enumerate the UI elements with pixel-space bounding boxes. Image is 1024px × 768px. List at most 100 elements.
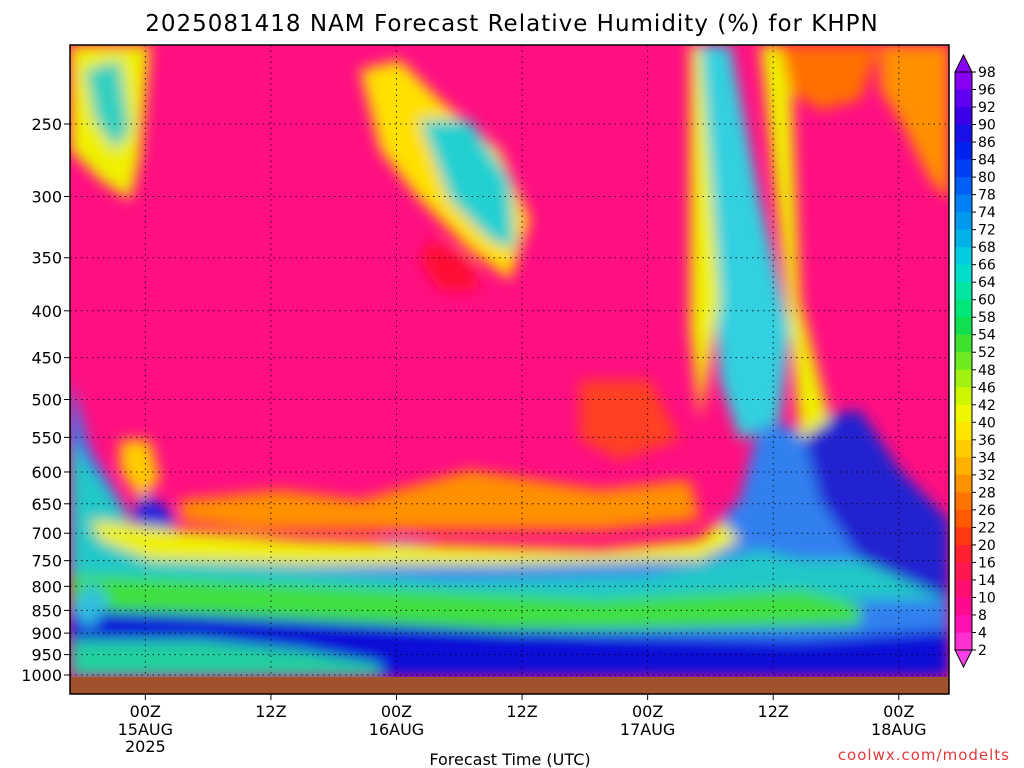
- colorbar-swatch: [955, 317, 972, 336]
- rh-region: [780, 45, 880, 110]
- colorbar-label: 28: [978, 485, 996, 501]
- colorbar-swatch: [955, 247, 972, 266]
- x-tick-sublabel: 17AUG: [620, 720, 675, 739]
- colorbar-label: 74: [978, 205, 996, 221]
- colorbar-swatch: [955, 562, 972, 581]
- colorbar-label: 98: [978, 65, 996, 81]
- colorbar-label: 86: [978, 135, 996, 151]
- colorbar: 9896929086848078747268666460585452484642…: [954, 53, 996, 669]
- x-tick-sublabel: 15AUG: [118, 720, 173, 739]
- rh-region: [120, 440, 160, 500]
- colorbar-swatch: [955, 212, 972, 231]
- colorbar-label: 84: [978, 153, 996, 169]
- colorbar-swatch: [955, 544, 972, 563]
- colorbar-swatch: [955, 334, 972, 353]
- rh-region: [180, 470, 700, 530]
- y-tick-label: 550: [31, 428, 62, 447]
- ground-strip: [70, 677, 949, 694]
- y-tick-label: 600: [31, 463, 62, 482]
- rh-region: [420, 240, 480, 290]
- colorbar-swatch: [955, 492, 972, 511]
- colorbar-swatch: [955, 177, 972, 196]
- colorbar-swatch: [955, 72, 972, 91]
- rh-region: [70, 580, 110, 630]
- y-axis: 250 300 350 400 450 500 550 600 650 700 750 800 850 9…: [21, 115, 70, 685]
- colorbar-label: 48: [978, 363, 996, 379]
- colorbar-label: 40: [978, 415, 996, 431]
- colorbar-swatch: [955, 264, 972, 283]
- colorbar-label: 96: [978, 83, 996, 99]
- rh-region: [690, 45, 720, 420]
- colorbar-label: 36: [978, 433, 996, 449]
- colorbar-swatch: [955, 282, 972, 301]
- x-tick-sublabel: 16AUG: [369, 720, 424, 739]
- colorbar-label: 10: [978, 590, 996, 606]
- colorbar-max-arrow: [954, 53, 973, 73]
- rh-region: [70, 640, 380, 677]
- colorbar-label: 92: [978, 100, 996, 116]
- rh-region: [580, 380, 680, 460]
- rh-field: [70, 45, 949, 677]
- colorbar-swatch: [955, 597, 972, 616]
- colorbar-label: 60: [978, 293, 996, 309]
- plot-frame: [69, 44, 950, 695]
- colorbar-swatch: [955, 124, 972, 143]
- colorbar-swatch: [955, 352, 972, 371]
- colorbar-swatch: [955, 404, 972, 423]
- y-tick-label: 950: [31, 646, 62, 665]
- colorbar-label: 4: [978, 625, 987, 641]
- y-tick-label: 450: [31, 349, 62, 368]
- colorbar-label: 66: [978, 258, 996, 274]
- colorbar-swatch: [955, 474, 972, 493]
- colorbar-swatch: [955, 299, 972, 318]
- colorbar-label: 46: [978, 380, 996, 396]
- y-tick-label: 300: [31, 187, 62, 206]
- colorbar-swatch: [955, 439, 972, 458]
- colorbar-swatch: [955, 142, 972, 161]
- x-tick-label: 12Z: [255, 702, 286, 721]
- colorbar-label: 90: [978, 118, 996, 134]
- colorbar-label: 20: [978, 538, 996, 554]
- colorbar-swatch: [955, 579, 972, 598]
- colorbar-label: 54: [978, 328, 996, 344]
- colorbar-label: 32: [978, 468, 996, 484]
- colorbar-label: 64: [978, 275, 996, 291]
- colorbar-swatch: [955, 107, 972, 126]
- colorbar-frame: [954, 71, 973, 651]
- rh-region: [85, 60, 130, 150]
- colorbar-label: 52: [978, 345, 996, 361]
- x-tick-sublabel: 18AUG: [871, 720, 926, 739]
- x-tick-sublabel: 2025: [125, 737, 166, 756]
- colorbar-label: 78: [978, 188, 996, 204]
- colorbar-label: 72: [978, 223, 996, 239]
- x-tick-label: 00Z: [632, 702, 663, 721]
- colorbar-swatch: [955, 509, 972, 528]
- grid-lines: [70, 45, 949, 677]
- colorbar-label: 34: [978, 450, 996, 466]
- rh-region: [420, 120, 515, 250]
- colorbar-label: 8: [978, 608, 987, 624]
- colorbar-swatch: [955, 387, 972, 406]
- chart-title: 2025081418 NAM Forecast Relative Humidit…: [145, 11, 879, 37]
- colorbar-swatch: [955, 159, 972, 178]
- y-tick-label: 400: [31, 302, 62, 321]
- x-tick-label: 12Z: [506, 702, 537, 721]
- colorbar-swatch: [955, 89, 972, 108]
- plot-area: [70, 45, 949, 677]
- x-tick-label: 12Z: [758, 702, 789, 721]
- colorbar-swatch: [955, 457, 972, 476]
- y-tick-label: 850: [31, 601, 62, 620]
- colorbar-label: 16: [978, 555, 996, 571]
- x-tick-label: 00Z: [381, 702, 412, 721]
- colorbar-label: 42: [978, 398, 996, 414]
- credit-text: coolwx.com/modelts: [838, 746, 1010, 764]
- colorbar-swatch: [955, 422, 972, 441]
- colorbar-label: 80: [978, 170, 996, 186]
- y-tick-label: 900: [31, 624, 62, 643]
- colorbar-label: 68: [978, 240, 996, 256]
- colorbar-swatch: [955, 194, 972, 213]
- y-tick-label: 650: [31, 495, 62, 514]
- y-tick-label: 700: [31, 524, 62, 543]
- y-tick-label: 1000: [21, 666, 62, 685]
